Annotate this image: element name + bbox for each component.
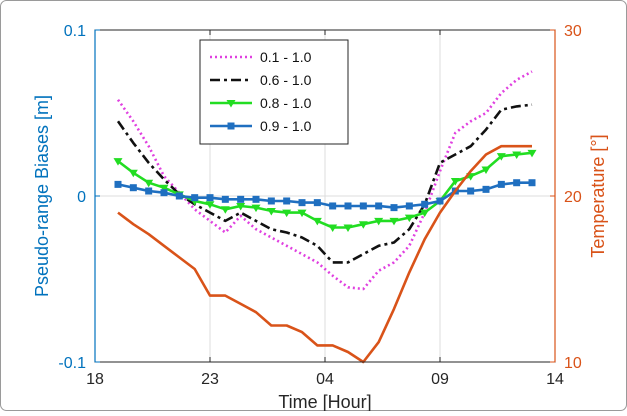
data-point-marker [420, 209, 430, 218]
temperature-line [117, 144, 532, 364]
y-left-tick-label: -0.1 [58, 355, 86, 372]
data-point-marker [205, 201, 215, 209]
legend-label: 0.1 - 1.0 [260, 49, 312, 65]
legend-marker [226, 100, 236, 108]
data-point-marker [344, 202, 352, 210]
data-point-marker [144, 179, 154, 188]
x-axis-label: Time [Hour] [278, 392, 371, 411]
data-point-marker [359, 202, 367, 210]
data-point-marker [343, 224, 353, 233]
legend: 0.1 - 1.0 0.6 - 1.0 0.8 - 1.0 0.9 - 1.0 [199, 39, 349, 145]
data-point-marker [266, 207, 276, 216]
y-left-tick-label: 0 [77, 189, 86, 206]
y-right-tick-label: 30 [564, 23, 582, 40]
data-point-marker [374, 217, 384, 226]
data-point-marker [175, 192, 183, 200]
data-point-marker [481, 166, 491, 174]
x-tick-label: 09 [431, 371, 449, 388]
data-point-marker [191, 194, 199, 202]
y-axis-left-label: Pseudo-range Biases [m] [32, 95, 52, 297]
data-point-marker [297, 209, 307, 218]
series-line-0 [116, 70, 533, 291]
data-point-marker [313, 199, 321, 207]
data-point-marker [252, 195, 260, 203]
data-point-marker [528, 179, 536, 187]
data-point-marker [328, 224, 338, 233]
data-point-marker [145, 187, 153, 195]
data-point-marker [282, 209, 292, 218]
legend-label: 0.9 - 1.0 [260, 118, 312, 134]
y-axis-right-label: Temperature [°] [588, 134, 608, 257]
legend-marker [227, 122, 235, 130]
data-point-marker [206, 194, 214, 202]
y-right-tick-label: 20 [564, 189, 582, 206]
data-point-marker [312, 217, 322, 226]
x-tick-label: 23 [201, 371, 219, 388]
data-point-marker [358, 221, 368, 229]
data-point-marker [527, 149, 537, 158]
legend-box [199, 39, 349, 145]
data-point-marker [159, 184, 169, 193]
data-point-marker [497, 180, 505, 188]
data-point-marker [298, 199, 306, 207]
data-point-marker [237, 195, 245, 203]
data-point-marker [513, 179, 521, 187]
data-point-marker [404, 214, 414, 223]
data-point-marker [329, 202, 337, 210]
data-point-marker [496, 153, 506, 161]
data-point-marker [405, 202, 413, 210]
data-point-marker [375, 202, 383, 210]
data-point-marker [128, 169, 138, 178]
data-point-marker [390, 204, 398, 212]
data-point-marker [113, 158, 123, 166]
series-line-3 [117, 181, 532, 209]
x-tick-label: 18 [86, 371, 104, 388]
legend-label: 0.8 - 1.0 [260, 95, 312, 111]
data-point-marker [421, 200, 429, 208]
series-layer [113, 70, 537, 364]
data-point-marker [251, 204, 261, 213]
data-point-marker [267, 197, 275, 205]
x-tick-label: 04 [316, 371, 334, 388]
data-point-marker [450, 178, 460, 186]
data-point-marker [160, 189, 168, 197]
data-point-marker [436, 197, 444, 205]
data-point-marker [467, 187, 475, 195]
series-line-1 [116, 103, 533, 264]
data-point-marker [236, 202, 246, 211]
data-point-marker [389, 217, 399, 226]
data-point-marker [512, 151, 522, 159]
data-point-marker [220, 206, 230, 214]
axes-layer: 18 23 04 09 14 0.1 0 -0.1 30 20 10 [58, 23, 581, 388]
data-point-marker [114, 180, 122, 188]
data-point-marker [129, 184, 137, 192]
legend-label: 0.6 - 1.0 [260, 72, 312, 88]
y-left-tick-label: 0.1 [64, 23, 86, 40]
data-point-marker [221, 195, 229, 203]
x-tick-label: 14 [546, 371, 564, 388]
data-point-marker [482, 185, 490, 193]
y-right-tick-label: 10 [564, 355, 582, 372]
data-point-marker [283, 197, 291, 205]
